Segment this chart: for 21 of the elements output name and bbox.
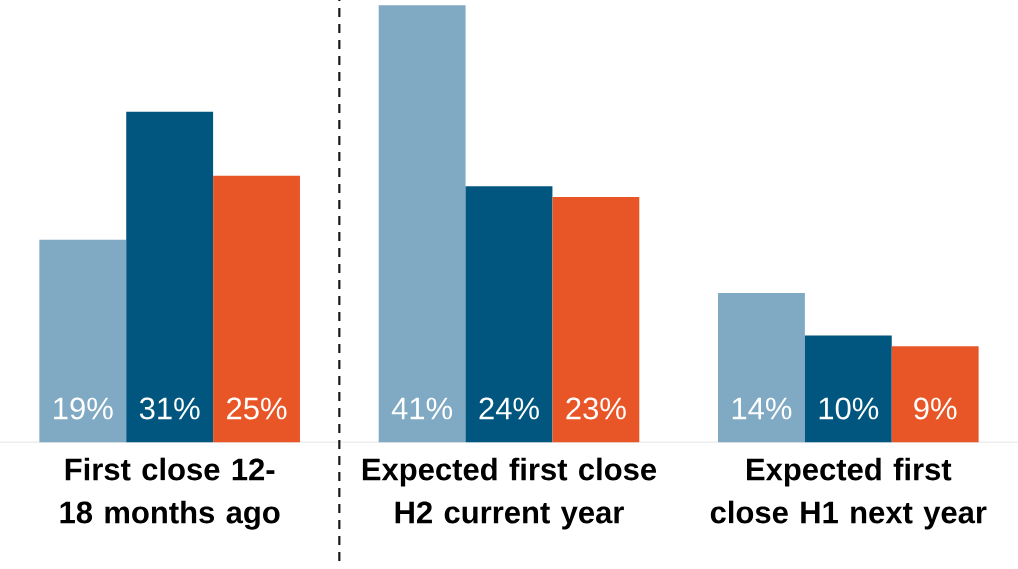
data-label: 25% bbox=[227, 397, 287, 420]
data-label: 19% bbox=[54, 397, 113, 420]
bar bbox=[39, 239, 127, 443]
data-label: 14% bbox=[732, 397, 792, 420]
bar bbox=[465, 186, 553, 443]
bar bbox=[718, 292, 805, 443]
bar bbox=[213, 175, 300, 443]
bar bbox=[126, 111, 214, 443]
data-label: 23% bbox=[566, 397, 626, 420]
data-label: 41% bbox=[391, 397, 453, 420]
x-tick-label: First close 12-18 months ago bbox=[60, 457, 280, 530]
data-label: 10% bbox=[819, 397, 879, 420]
bar bbox=[378, 5, 466, 443]
bar bbox=[804, 335, 892, 443]
x-tick-label: Expected first close H2 current year bbox=[362, 457, 657, 530]
data-label: 9% bbox=[914, 397, 957, 420]
data-label: 31% bbox=[139, 397, 200, 420]
data-label: 24% bbox=[479, 397, 539, 420]
bar bbox=[891, 346, 979, 443]
x-tick-label: Expected first close H1 next year bbox=[710, 457, 987, 530]
bar bbox=[552, 197, 640, 443]
